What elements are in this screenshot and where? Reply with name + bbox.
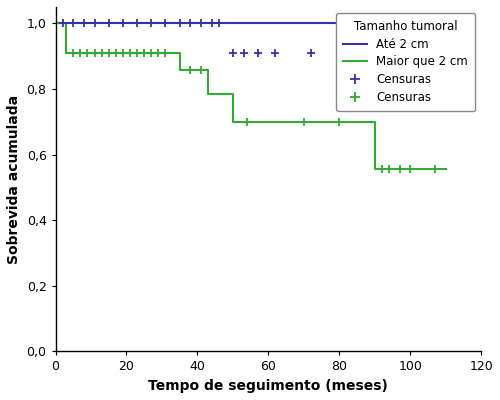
Y-axis label: Sobrevida acumulada: Sobrevida acumulada: [7, 95, 21, 264]
X-axis label: Tempo de seguimento (meses): Tempo de seguimento (meses): [148, 379, 388, 393]
Legend: Até 2 cm, Maior que 2 cm, Censuras, Censuras: Até 2 cm, Maior que 2 cm, Censuras, Cens…: [336, 13, 475, 111]
